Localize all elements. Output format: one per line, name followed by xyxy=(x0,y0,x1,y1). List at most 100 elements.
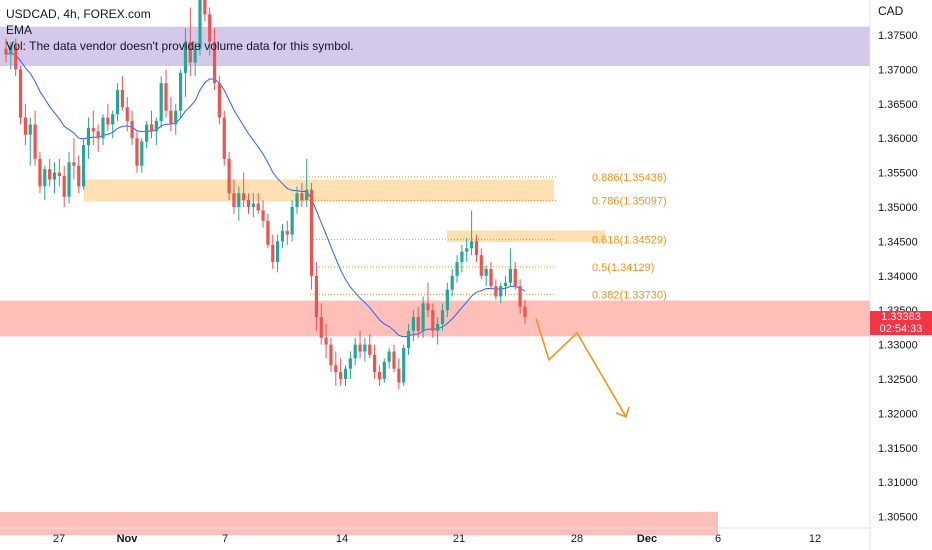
candle-body xyxy=(460,251,464,263)
time-tick-label: 28 xyxy=(571,533,583,545)
candle-body xyxy=(115,90,120,115)
time-tick-label: Nov xyxy=(117,533,139,545)
candle-body xyxy=(251,203,255,207)
zones-layer xyxy=(0,26,870,536)
candle-body xyxy=(203,0,207,15)
price-tick-label: 1.32000 xyxy=(878,408,918,420)
candle-body xyxy=(280,231,285,242)
candle-body xyxy=(314,275,318,318)
candle-body xyxy=(261,210,265,221)
candle-body xyxy=(33,124,37,159)
candle-body xyxy=(130,121,134,139)
candle-body xyxy=(431,310,435,331)
last-price-value: 1.33383 xyxy=(881,311,921,323)
candle-body xyxy=(188,41,192,63)
zone-fib-zone-upper xyxy=(84,179,554,202)
fib-label: 0.618(1.34529) xyxy=(592,234,667,246)
candle-body xyxy=(368,344,372,355)
candle-body xyxy=(57,172,61,177)
candle-body xyxy=(232,193,236,207)
price-tick-label: 1.32500 xyxy=(878,374,918,386)
candle-body xyxy=(300,193,304,201)
candle-body xyxy=(193,48,197,63)
price-tick-label: 1.35500 xyxy=(878,168,918,180)
time-tick-label: 12 xyxy=(809,533,821,545)
ema-indicator-label[interactable]: EMA xyxy=(6,23,33,37)
candle-body xyxy=(91,127,95,132)
candle-body xyxy=(217,83,221,118)
price-tick-label: 1.37000 xyxy=(878,64,918,76)
candle-body xyxy=(222,117,226,159)
candle-body xyxy=(508,268,512,283)
zone-supply xyxy=(0,26,870,66)
candle-body xyxy=(179,72,183,111)
candle-body xyxy=(295,193,299,207)
candle-body xyxy=(334,365,338,373)
candle-body xyxy=(436,323,440,331)
candle-body xyxy=(77,165,81,187)
zone-demand xyxy=(0,300,870,337)
candle-body xyxy=(397,368,401,383)
candle-body xyxy=(382,361,386,379)
price-tick-label: 1.35000 xyxy=(878,202,918,214)
candle-body xyxy=(440,310,445,324)
candle-body xyxy=(406,330,411,349)
symbol-title[interactable]: USDCAD, 4h, FOREX.com xyxy=(6,7,151,21)
candle-body xyxy=(82,145,86,187)
candle-body xyxy=(266,220,270,245)
candle-body xyxy=(343,368,348,379)
candle-body xyxy=(363,344,367,352)
candle-body xyxy=(4,48,8,55)
candle-body xyxy=(169,110,173,125)
candle-body xyxy=(67,162,71,197)
candle-body xyxy=(305,189,309,201)
candle-body xyxy=(159,83,163,121)
candle-body xyxy=(411,317,415,331)
candle-body xyxy=(242,193,246,201)
candle-body xyxy=(402,348,406,383)
price-tick-label: 1.36500 xyxy=(878,99,918,111)
candle-body xyxy=(140,141,144,166)
fib-label: 0.886(1.35436) xyxy=(592,172,667,184)
candle-body xyxy=(377,372,382,379)
candle-body xyxy=(198,0,202,49)
candle-body xyxy=(309,189,314,276)
price-tick-label: 1.31000 xyxy=(878,477,918,489)
candle-body xyxy=(445,289,449,311)
candle-body xyxy=(479,255,483,276)
candle-body xyxy=(256,203,260,211)
candle-body xyxy=(154,121,158,132)
candle-body xyxy=(426,303,430,311)
candle-body xyxy=(392,351,396,369)
candle-body xyxy=(499,286,503,297)
price-tick-label: 1.36000 xyxy=(878,133,918,145)
candle-body xyxy=(72,162,76,166)
price-tick-label: 1.34000 xyxy=(878,271,918,283)
candle-body xyxy=(125,107,129,121)
candle-body xyxy=(149,124,154,132)
price-tick-label: 1.37500 xyxy=(878,30,918,42)
zone-fib-zone-lower xyxy=(447,230,605,243)
projection-path xyxy=(535,318,627,418)
candle-body xyxy=(52,172,57,180)
candle-body xyxy=(96,131,100,139)
candle-body xyxy=(353,344,357,359)
candle-body xyxy=(276,241,280,263)
candle-body xyxy=(120,90,124,108)
price-tick-label: 1.30500 xyxy=(878,512,918,524)
candle-body xyxy=(450,275,454,290)
candle-body xyxy=(237,193,241,207)
candle-body xyxy=(348,358,352,369)
candle-body xyxy=(285,231,289,235)
last-price-tag: 1.33383 02:54:33 xyxy=(870,311,932,335)
time-tick-label: 27 xyxy=(53,533,65,545)
time-tick-label: Dec xyxy=(637,533,657,545)
fib-levels: 0.886(1.35436) 0.786(1.35097) 0.618(1.3452… xyxy=(300,172,667,301)
candle-body xyxy=(319,317,323,338)
candle-body xyxy=(324,337,328,345)
chart-legend: USDCAD, 4h, FOREX.com EMA Vol: The data … xyxy=(6,6,354,54)
candle-body xyxy=(174,110,178,125)
fib-label: 0.382(1.33730) xyxy=(592,289,667,301)
